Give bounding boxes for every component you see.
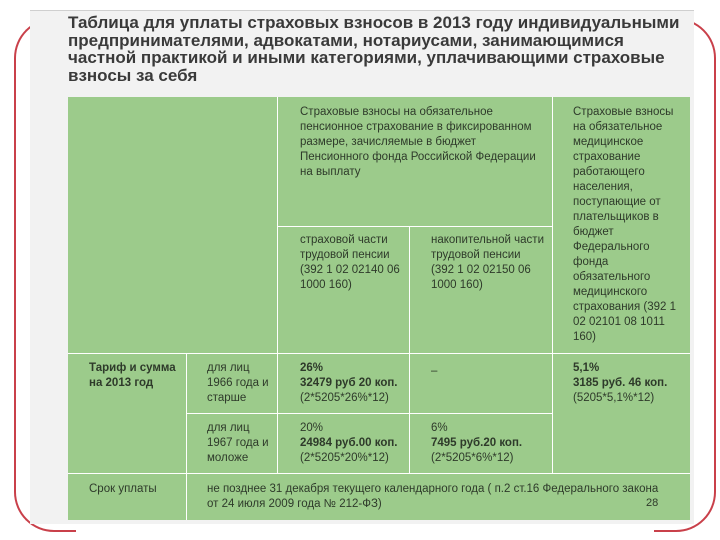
grid-line: [277, 226, 552, 227]
funded-sum-1967: 7495 руб.20 коп.: [431, 437, 523, 449]
funded-formula-1967: (2*5205*6%*12): [431, 452, 514, 464]
funded-rate-1966: –: [431, 365, 438, 377]
deadline-text: не позднее 31 декабря текущего календарн…: [207, 483, 659, 510]
insurance-formula-1967: (2*5205*20%*12): [300, 452, 389, 464]
age-group-1967: для лиц 1967 года и моложе: [207, 422, 269, 464]
grid-line: [277, 97, 278, 353]
slide-title: Таблица для уплаты страховых взносов в 2…: [68, 13, 680, 85]
slide-top-divider: [30, 10, 694, 11]
grid-line: [409, 226, 410, 353]
header-medical: Страховые взносы на обязательное медицин…: [573, 106, 677, 343]
tariff-label: Тариф и сумма на 2013 год: [89, 362, 176, 389]
grid-line: [186, 473, 187, 520]
insurance-sum-1966: 32479 руб 20 коп.: [300, 377, 398, 389]
grid-line: [68, 473, 690, 474]
medical-rate: 5,1%: [573, 362, 600, 374]
insurance-formula-1966: (2*5205*26%*12): [300, 392, 389, 404]
contribution-table: [68, 97, 690, 520]
age-group-1966: для лиц 1966 года и старше: [207, 362, 269, 404]
grid-line: [186, 413, 552, 414]
insurance-rate-1967: 20%: [300, 422, 324, 434]
header-pension: Страховые взносы на обязательное пенсион…: [300, 106, 536, 178]
medical-formula: (5205*5,1%*12): [573, 392, 655, 404]
grid-line: [552, 353, 553, 473]
insurance-rate-1966: 26%: [300, 362, 324, 374]
grid-line: [552, 97, 553, 353]
funded-rate-1967: 6%: [431, 422, 448, 434]
insurance-sum-1967: 24984 руб.00 коп.: [300, 437, 398, 449]
medical-sum: 3185 руб. 46 коп.: [573, 377, 668, 389]
grid-line: [68, 353, 690, 354]
subheader-insurance-part: страховой части трудовой пенсии (392 1 0…: [300, 234, 400, 291]
subheader-funded-part: накопительной части трудовой пенсии (392…: [431, 234, 545, 291]
deadline-label: Срок уплаты: [89, 483, 157, 495]
page-number: 28: [646, 497, 659, 509]
